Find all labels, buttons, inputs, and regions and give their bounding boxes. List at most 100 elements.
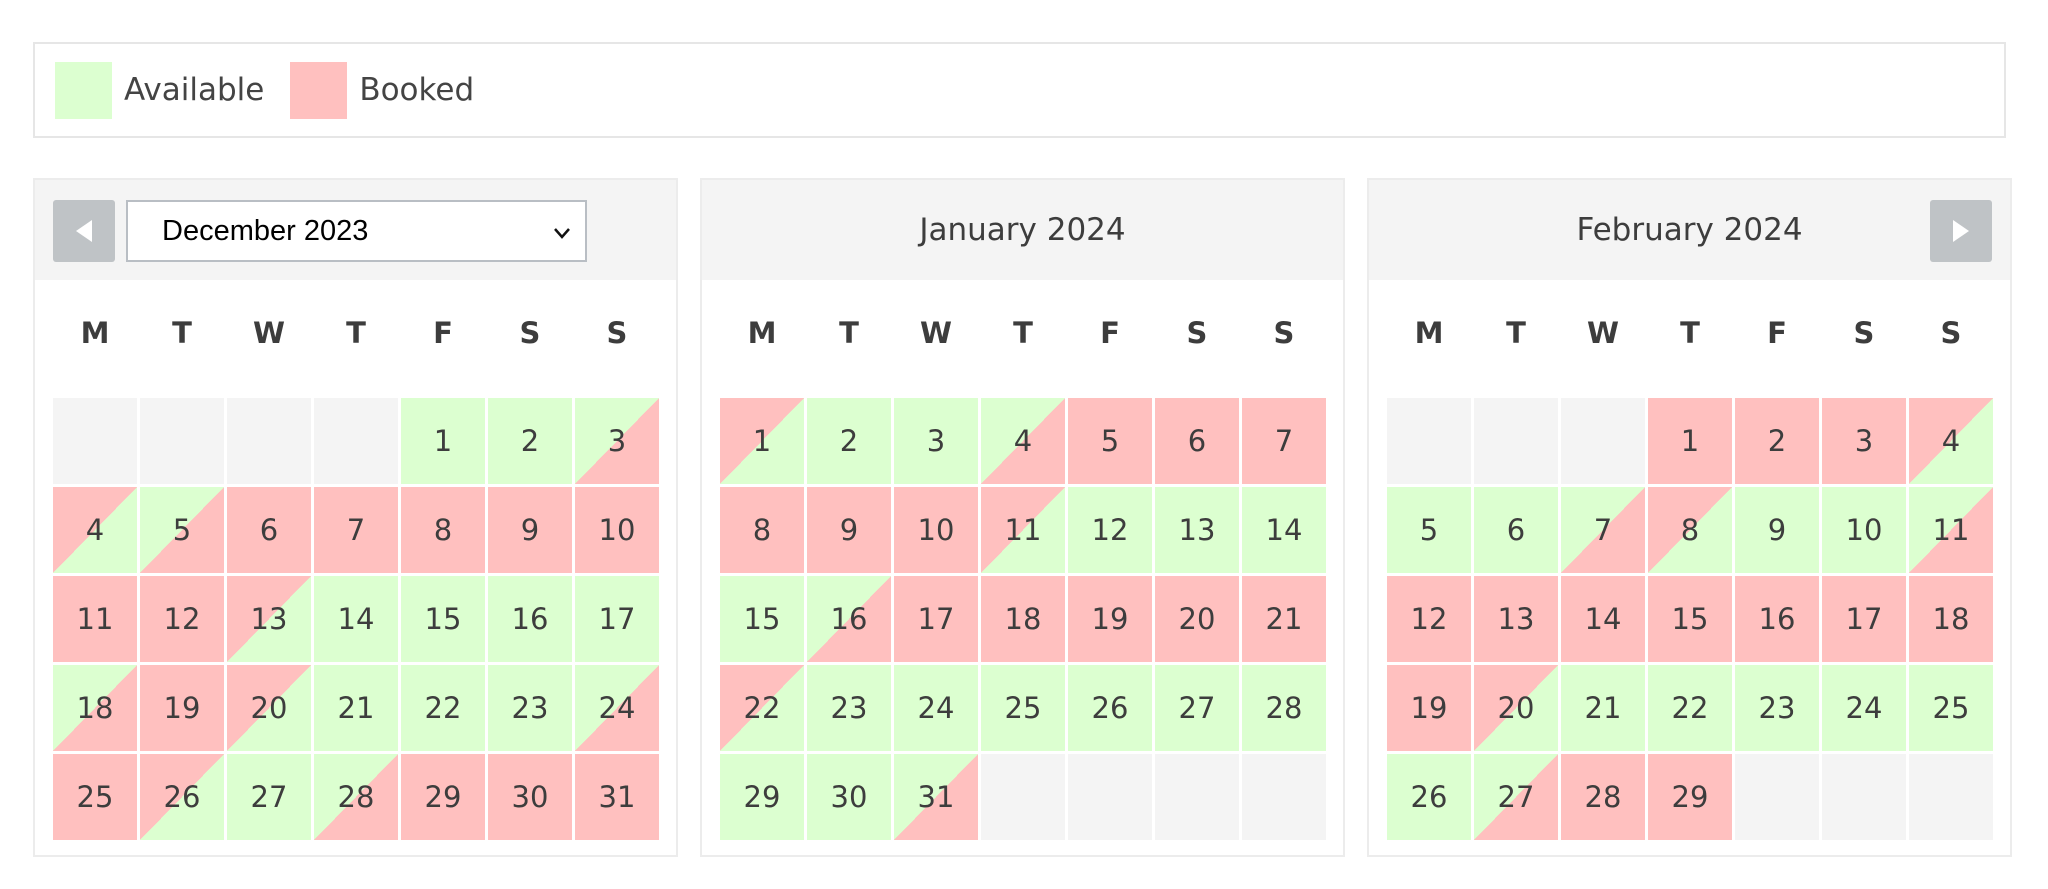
day-cell[interactable]: 6 [1155, 398, 1239, 484]
day-cell[interactable]: 31 [575, 754, 659, 840]
day-cell[interactable]: 22 [720, 665, 804, 751]
day-cell[interactable]: 7 [314, 487, 398, 573]
day-cell[interactable]: 28 [1561, 754, 1645, 840]
day-cell[interactable]: 18 [981, 576, 1065, 662]
day-cell[interactable]: 17 [1822, 576, 1906, 662]
day-cell[interactable]: 28 [314, 754, 398, 840]
day-cell[interactable]: 24 [575, 665, 659, 751]
day-cell[interactable]: 3 [1822, 398, 1906, 484]
day-cell[interactable]: 11 [1909, 487, 1993, 573]
day-cell[interactable]: 15 [720, 576, 804, 662]
day-cell[interactable]: 30 [807, 754, 891, 840]
day-cell[interactable]: 29 [1648, 754, 1732, 840]
day-cell[interactable]: 20 [1155, 576, 1239, 662]
day-cell[interactable]: 4 [981, 398, 1065, 484]
day-cell[interactable]: 11 [981, 487, 1065, 573]
day-cell[interactable]: 27 [1155, 665, 1239, 751]
day-cell[interactable]: 14 [314, 576, 398, 662]
day-cell[interactable]: 15 [1648, 576, 1732, 662]
day-cell[interactable]: 21 [1242, 576, 1326, 662]
day-cell[interactable]: 18 [1909, 576, 1993, 662]
day-cell[interactable]: 19 [140, 665, 224, 751]
day-cell[interactable]: 6 [227, 487, 311, 573]
day-cell[interactable]: 8 [720, 487, 804, 573]
day-cell[interactable]: 11 [53, 576, 137, 662]
day-cell[interactable]: 9 [807, 487, 891, 573]
day-cell[interactable]: 12 [140, 576, 224, 662]
next-month-button[interactable] [1930, 200, 1992, 262]
day-cell[interactable]: 21 [314, 665, 398, 751]
day-cell[interactable]: 4 [1909, 398, 1993, 484]
day-cell[interactable]: 16 [1735, 576, 1819, 662]
day-cell[interactable]: 29 [720, 754, 804, 840]
availability-legend: Available Booked [33, 42, 2006, 138]
day-cell[interactable]: 26 [140, 754, 224, 840]
day-cell[interactable]: 5 [1387, 487, 1471, 573]
day-cell[interactable]: 2 [807, 398, 891, 484]
weekday-label: T [839, 316, 859, 350]
prev-month-button[interactable] [53, 200, 115, 262]
weekday-label: T [1506, 316, 1526, 350]
day-cell[interactable]: 30 [488, 754, 572, 840]
day-cell[interactable]: 4 [53, 487, 137, 573]
day-cell[interactable]: 7 [1561, 487, 1645, 573]
day-cell[interactable]: 6 [1474, 487, 1558, 573]
day-cell[interactable]: 21 [1561, 665, 1645, 751]
month-select[interactable]: December 2023 [126, 200, 587, 262]
day-cell[interactable]: 16 [807, 576, 891, 662]
day-cell[interactable]: 29 [401, 754, 485, 840]
day-cell[interactable]: 13 [1474, 576, 1558, 662]
day-cell[interactable]: 1 [720, 398, 804, 484]
day-cell[interactable]: 26 [1387, 754, 1471, 840]
day-cell[interactable]: 13 [227, 576, 311, 662]
day-cell[interactable]: 25 [981, 665, 1065, 751]
day-cell[interactable]: 9 [488, 487, 572, 573]
day-cell[interactable]: 9 [1735, 487, 1819, 573]
day-cell[interactable]: 19 [1068, 576, 1152, 662]
day-cell[interactable]: 19 [1387, 665, 1471, 751]
day-cell[interactable]: 14 [1561, 576, 1645, 662]
day-cell[interactable]: 14 [1242, 487, 1326, 573]
day-cell[interactable]: 22 [401, 665, 485, 751]
day-cell[interactable]: 5 [140, 487, 224, 573]
day-cell[interactable]: 25 [53, 754, 137, 840]
day-cell[interactable]: 31 [894, 754, 978, 840]
day-cell[interactable]: 12 [1068, 487, 1152, 573]
day-cell[interactable]: 23 [1735, 665, 1819, 751]
day-grid: 1 2 3 4 5 6 7 8 9 10 11 12 13 14 15 16 17 18 19 20 21 22 23 24 2… [1387, 398, 2010, 840]
day-cell[interactable]: 27 [1474, 754, 1558, 840]
day-cell[interactable]: 10 [894, 487, 978, 573]
day-cell[interactable]: 22 [1648, 665, 1732, 751]
day-cell[interactable]: 15 [401, 576, 485, 662]
day-cell[interactable]: 10 [575, 487, 659, 573]
day-cell[interactable]: 23 [488, 665, 572, 751]
day-cell[interactable]: 8 [401, 487, 485, 573]
day-cell[interactable]: 27 [227, 754, 311, 840]
day-cell[interactable]: 16 [488, 576, 572, 662]
day-cell[interactable]: 1 [401, 398, 485, 484]
day-cell[interactable]: 3 [575, 398, 659, 484]
day-cell[interactable]: 24 [894, 665, 978, 751]
day-cell[interactable]: 3 [894, 398, 978, 484]
day-cell[interactable]: 18 [53, 665, 137, 751]
day-cell[interactable]: 8 [1648, 487, 1732, 573]
day-cell[interactable]: 10 [1822, 487, 1906, 573]
day-cell[interactable]: 20 [227, 665, 311, 751]
day-cell[interactable]: 20 [1474, 665, 1558, 751]
day-cell[interactable]: 24 [1822, 665, 1906, 751]
day-cell[interactable]: 26 [1068, 665, 1152, 751]
day-cell[interactable]: 1 [1648, 398, 1732, 484]
day-cell[interactable]: 12 [1387, 576, 1471, 662]
day-cell[interactable]: 2 [1735, 398, 1819, 484]
day-cell[interactable]: 28 [1242, 665, 1326, 751]
month-select-value: December 2023 [162, 214, 369, 247]
day-cell[interactable]: 13 [1155, 487, 1239, 573]
day-cell[interactable]: 23 [807, 665, 891, 751]
day-cell[interactable]: 17 [575, 576, 659, 662]
day-cell[interactable]: 5 [1068, 398, 1152, 484]
calendar-month-february: February 2024 M T W T F S S 1 2 3 4 5 6 7 8 9 10 1… [1367, 178, 2012, 857]
day-cell[interactable]: 17 [894, 576, 978, 662]
day-cell[interactable]: 7 [1242, 398, 1326, 484]
day-cell[interactable]: 25 [1909, 665, 1993, 751]
day-cell[interactable]: 2 [488, 398, 572, 484]
